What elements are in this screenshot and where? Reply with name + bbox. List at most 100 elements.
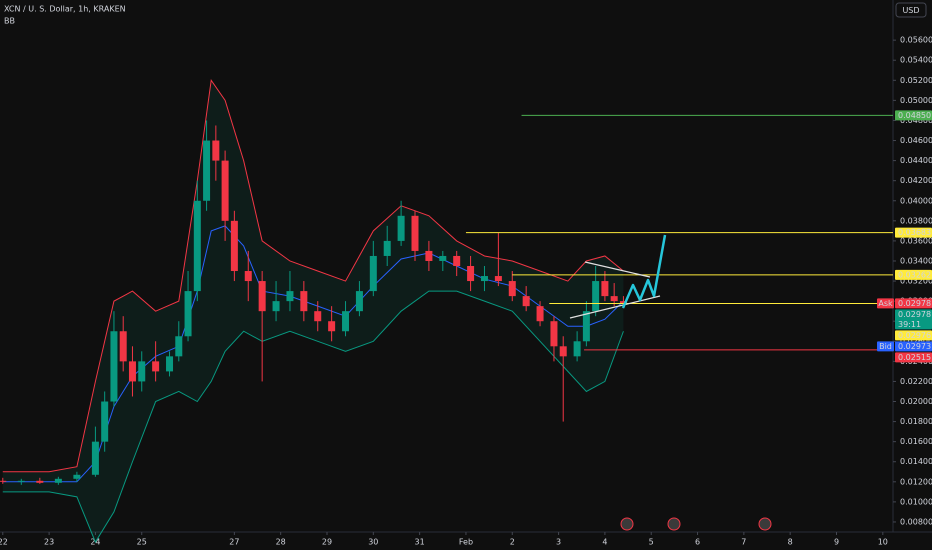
candle-body: [411, 215, 419, 251]
y-tick-label: 0.05400: [900, 56, 932, 65]
candle-body: [453, 255, 461, 266]
y-tick-label: 0.05600: [900, 36, 932, 45]
x-tick-label: 29: [322, 538, 332, 547]
quote-name-box: [877, 341, 894, 352]
y-tick-label: 0.03400: [900, 256, 932, 265]
price-tag-label: 0.02515: [898, 353, 931, 362]
price-tag-label: 0.02978: [898, 299, 931, 308]
y-tick-label: 0.04600: [900, 136, 932, 145]
price-tag: [895, 309, 932, 330]
candle-body: [559, 346, 567, 357]
x-tick-label: 6: [695, 538, 700, 547]
candle-body: [286, 291, 294, 302]
candle-body: [212, 140, 220, 161]
candle-body: [467, 266, 475, 282]
y-tick-label: 0.04800: [900, 116, 932, 125]
candle-body: [300, 291, 308, 312]
y-tick-label: 0.04400: [900, 156, 932, 165]
event-icons: [620, 517, 772, 531]
candle-body: [601, 281, 609, 297]
x-tick-label: 4: [602, 538, 607, 547]
candle-body: [101, 401, 109, 442]
y-tick-label: 0.00800: [900, 517, 932, 526]
candle-body: [480, 276, 488, 282]
band-upper: [2, 78, 624, 473]
candle-body: [138, 361, 146, 382]
candle-body: [193, 200, 201, 292]
candle-body: [439, 255, 447, 261]
candle-body: [36, 480, 44, 483]
event-icon[interactable]: [667, 517, 681, 531]
event-icon[interactable]: [620, 517, 634, 531]
projection-path: [621, 234, 667, 309]
symbol-title: XCN / U. S. Dollar, 1h, KRAKEN: [4, 5, 126, 14]
candle-body: [592, 281, 600, 312]
x-tick-label: 30: [368, 538, 378, 547]
candle-body: [397, 215, 405, 241]
candle-body: [73, 474, 81, 479]
candle-body: [522, 296, 530, 307]
candle-body: [536, 306, 544, 322]
price-tag: [895, 352, 932, 363]
band-fill: [2, 80, 624, 543]
price-tag: [895, 341, 932, 352]
price-tag-label: 0.03262: [898, 270, 931, 279]
x-tick-label: 3: [556, 538, 561, 547]
currency-button[interactable]: [895, 2, 927, 18]
triangle-lower: [569, 295, 661, 319]
x-tick-label: Feb: [459, 538, 473, 547]
x-tick-label: 22: [0, 538, 8, 547]
triangle-upper: [584, 261, 651, 278]
candle-body: [582, 311, 590, 342]
candle-body: [152, 361, 160, 372]
y-tick-label: 0.02600: [900, 337, 932, 346]
x-tick-label: 7: [741, 538, 746, 547]
band-lower: [2, 290, 624, 544]
price-tag: [895, 110, 932, 121]
candle-body: [494, 276, 502, 282]
x-tick-label: 5: [649, 538, 654, 547]
y-tick-label: 0.01400: [900, 457, 932, 466]
candle-body: [203, 140, 211, 201]
event-icon[interactable]: [758, 517, 772, 531]
y-tick-label: 0.01200: [900, 477, 932, 486]
y-tick-label: 0.03600: [900, 236, 932, 245]
candle-body: [508, 281, 516, 297]
x-tick-label: 8: [788, 538, 793, 547]
x-tick-label: 2: [510, 538, 515, 547]
candle-body: [355, 291, 363, 312]
x-tick-label: 28: [276, 538, 286, 547]
candle-body: [369, 255, 377, 292]
price-tag-label: 0.02976: [898, 331, 931, 340]
candle-body: [128, 361, 136, 382]
candle-body: [221, 160, 229, 221]
candle-body: [175, 336, 183, 357]
candle-body: [383, 240, 391, 256]
x-tick-label: 27: [229, 538, 239, 547]
price-tag-label: 0.02973: [898, 342, 931, 351]
x-tick-label: 10: [878, 538, 888, 547]
y-tick-label: 0.03800: [900, 216, 932, 225]
candle-body: [342, 311, 350, 332]
price-tag-label: 0.03683: [898, 228, 931, 237]
candle-body: [0, 480, 7, 482]
y-tick-label: 0.01800: [900, 417, 932, 426]
candle-body: [314, 311, 322, 322]
candle-body: [166, 356, 174, 372]
candle-body: [328, 321, 336, 332]
candle-body: [54, 478, 62, 483]
y-tick-label: 0.04200: [900, 176, 932, 185]
y-tick-label: 0.04000: [900, 196, 932, 205]
currency-label[interactable]: USD: [902, 6, 919, 15]
candle-body: [619, 301, 627, 304]
candle-body: [425, 250, 433, 261]
candle-body: [258, 281, 266, 312]
candle-body: [110, 331, 118, 402]
candle-body: [119, 331, 127, 362]
candle-body: [550, 321, 558, 347]
y-tick-label: 0.02200: [900, 377, 932, 386]
candle-body: [17, 480, 25, 482]
x-tick-label: 25: [137, 538, 147, 547]
y-tick-label: 0.05000: [900, 96, 932, 105]
